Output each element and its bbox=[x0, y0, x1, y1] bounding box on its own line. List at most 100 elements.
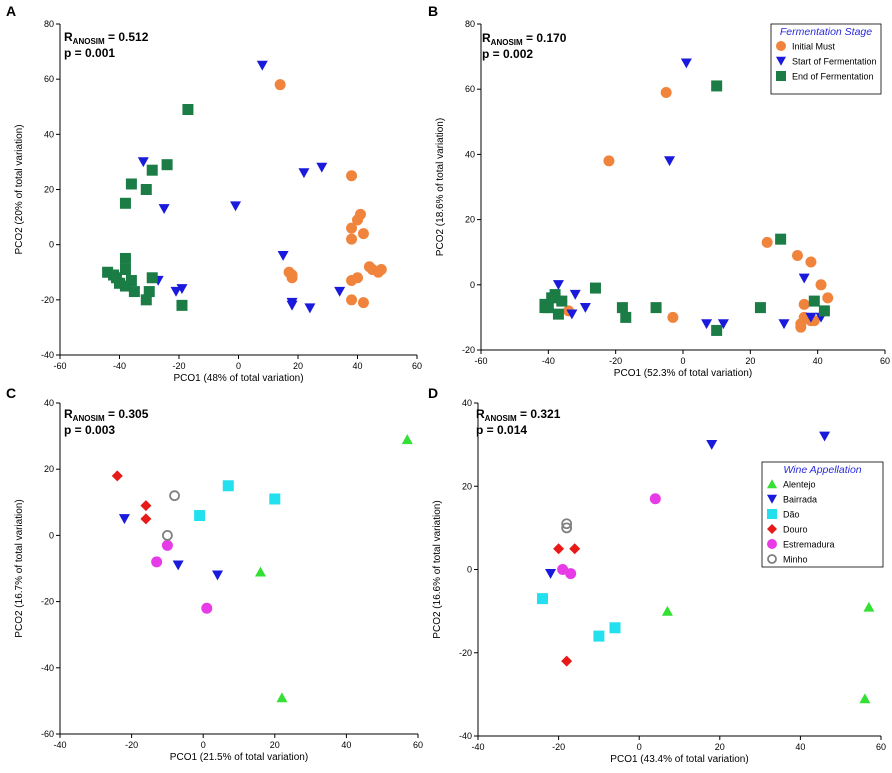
x-tick-label: 60 bbox=[876, 742, 886, 752]
data-point bbox=[286, 300, 298, 311]
legend-label: Alentejo bbox=[783, 480, 816, 490]
data-point bbox=[194, 510, 206, 522]
data-point bbox=[119, 263, 131, 275]
y-tick-label: 40 bbox=[465, 149, 475, 159]
data-point bbox=[137, 157, 149, 168]
data-point bbox=[274, 79, 286, 91]
data-point bbox=[140, 500, 152, 512]
x-tick-label: 0 bbox=[236, 361, 241, 371]
data-point bbox=[616, 302, 628, 314]
x-tick-label: 40 bbox=[341, 740, 351, 750]
data-point bbox=[169, 490, 180, 502]
data-point bbox=[553, 543, 565, 555]
x-tick-label: 0 bbox=[637, 742, 642, 752]
data-point bbox=[556, 295, 568, 307]
data-point bbox=[158, 204, 170, 215]
data-point bbox=[161, 159, 173, 171]
legend-marker bbox=[767, 494, 777, 504]
x-tick-label: -40 bbox=[53, 740, 66, 750]
x-tick-label: 60 bbox=[412, 361, 422, 371]
data-point bbox=[230, 201, 242, 212]
data-point bbox=[357, 228, 369, 240]
x-axis-title: PCO1 (52.3% of total variation) bbox=[614, 368, 752, 379]
data-point bbox=[146, 272, 158, 284]
data-point bbox=[119, 280, 131, 292]
data-point bbox=[316, 162, 328, 173]
y-tick-label: -40 bbox=[41, 663, 54, 673]
data-point bbox=[161, 539, 173, 551]
y-tick-label: -40 bbox=[459, 731, 472, 741]
legend: Fermentation Stage Initial Must Start of F… bbox=[770, 23, 882, 95]
data-point bbox=[701, 319, 713, 330]
anosim-p: p = 0.014 bbox=[476, 423, 527, 437]
legend-label: Bairrada bbox=[783, 495, 817, 505]
series-estremadura bbox=[557, 493, 661, 580]
data-point bbox=[401, 434, 413, 445]
data-point bbox=[182, 104, 194, 116]
x-tick-label: -20 bbox=[172, 361, 185, 371]
data-point bbox=[754, 302, 766, 314]
x-tick-label: 0 bbox=[680, 356, 685, 366]
series-initial-must bbox=[556, 86, 834, 333]
data-point bbox=[346, 170, 358, 182]
legend-marker bbox=[767, 539, 777, 549]
data-point bbox=[140, 513, 152, 525]
data-point bbox=[761, 236, 773, 248]
data-point bbox=[269, 493, 281, 505]
x-tick-label: -40 bbox=[471, 742, 484, 752]
data-point bbox=[603, 155, 615, 167]
series-douro bbox=[553, 543, 581, 667]
data-point bbox=[859, 693, 871, 704]
data-point bbox=[125, 178, 137, 190]
x-tick-label: 40 bbox=[352, 361, 362, 371]
data-point bbox=[818, 305, 830, 317]
data-point bbox=[546, 292, 558, 304]
y-tick-label: -20 bbox=[459, 648, 472, 658]
data-point bbox=[277, 251, 289, 261]
data-point bbox=[140, 184, 152, 195]
x-tick-label: -20 bbox=[609, 356, 622, 366]
data-point bbox=[118, 514, 130, 525]
x-tick-label: 60 bbox=[880, 356, 890, 366]
legend-box bbox=[761, 461, 884, 568]
data-point bbox=[140, 294, 152, 306]
y-tick-label: 20 bbox=[462, 481, 472, 491]
data-point bbox=[201, 602, 213, 614]
data-point bbox=[254, 566, 266, 577]
x-tick-label: -60 bbox=[53, 361, 66, 371]
data-point bbox=[346, 294, 358, 306]
legend-label: Start of Fermentation bbox=[792, 57, 877, 67]
data-point bbox=[815, 279, 827, 291]
series-start-of-fermentation bbox=[137, 60, 346, 314]
data-point bbox=[346, 222, 358, 234]
x-tick-label: 60 bbox=[413, 740, 423, 750]
data-point bbox=[256, 60, 268, 71]
data-point bbox=[143, 286, 155, 298]
data-point bbox=[620, 311, 632, 323]
y-tick-label: 20 bbox=[44, 464, 54, 474]
data-point bbox=[119, 197, 131, 209]
x-tick-label: 20 bbox=[745, 356, 755, 366]
series-initial-must bbox=[274, 79, 387, 309]
data-point bbox=[119, 252, 131, 264]
data-point bbox=[569, 289, 581, 300]
data-point bbox=[863, 601, 875, 612]
data-point bbox=[346, 275, 358, 287]
data-point bbox=[593, 630, 605, 642]
data-point bbox=[717, 319, 729, 330]
data-point bbox=[805, 312, 817, 323]
data-point bbox=[775, 233, 787, 245]
y-tick-label: 80 bbox=[465, 19, 475, 29]
legend-marker bbox=[776, 41, 786, 51]
series-minho bbox=[161, 490, 180, 541]
data-point bbox=[711, 324, 723, 336]
data-point bbox=[304, 303, 316, 314]
y-axis-title: PCO2 (16.7% of total variation) bbox=[14, 499, 25, 637]
y-tick-label: 0 bbox=[467, 565, 472, 575]
y-tick-label: 60 bbox=[465, 84, 475, 94]
x-tick-label: 40 bbox=[813, 356, 823, 366]
data-point bbox=[114, 277, 125, 289]
anosim-r: RANOSIM = 0.305 bbox=[64, 407, 149, 423]
y-tick-label: -20 bbox=[462, 345, 475, 355]
